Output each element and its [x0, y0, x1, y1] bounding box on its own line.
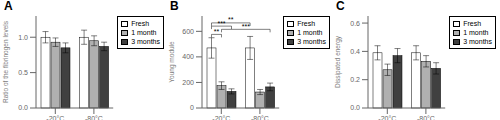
html-text:A: A	[4, 0, 13, 13]
svg-text:**: **	[214, 28, 220, 35]
svg-text:***: ***	[242, 23, 250, 30]
html-text:3 months: 3 months	[297, 38, 326, 45]
svg-text:-20°C: -20°C	[212, 115, 230, 120]
svg-text:-20°C: -20°C	[46, 115, 64, 120]
svg-text:-80°C: -80°C	[417, 115, 435, 120]
svg-text:0.4: 0.4	[350, 48, 360, 55]
svg-text:1.0: 1.0	[18, 34, 28, 41]
html-text:Fresh: Fresh	[463, 20, 482, 27]
svg-text:Dissipated energy: Dissipated energy	[334, 35, 342, 88]
svg-text:0: 0	[190, 104, 194, 111]
svg-text:Young module: Young module	[168, 41, 176, 83]
svg-text:-80°C: -80°C	[85, 115, 103, 120]
svg-text:0.2: 0.2	[350, 76, 360, 83]
html-text:3 months: 3 months	[131, 38, 160, 45]
html-text:C: C	[336, 0, 345, 13]
html-text:B: B	[170, 0, 179, 13]
html-text:1 month: 1 month	[297, 29, 323, 36]
svg-text:200: 200	[182, 79, 194, 86]
html-text:Fresh: Fresh	[297, 20, 316, 27]
svg-text:-20°C: -20°C	[378, 115, 396, 120]
svg-text:600: 600	[182, 28, 194, 35]
html-text:Fresh: Fresh	[131, 20, 150, 27]
html-text:1 month: 1 month	[131, 29, 157, 36]
svg-text:0.0: 0.0	[18, 104, 28, 111]
svg-text:400: 400	[182, 53, 194, 60]
svg-text:Ratio of the fibrinogen levels: Ratio of the fibrinogen levels	[8, 20, 10, 103]
html-text:3 months: 3 months	[463, 38, 492, 45]
html-text:1 month: 1 month	[463, 29, 489, 36]
svg-text:0.5: 0.5	[18, 69, 28, 76]
svg-text:**: **	[228, 16, 234, 23]
svg-text:0.6: 0.6	[350, 20, 360, 27]
svg-text:0.0: 0.0	[350, 104, 360, 111]
svg-text:-80°C: -80°C	[251, 115, 269, 120]
